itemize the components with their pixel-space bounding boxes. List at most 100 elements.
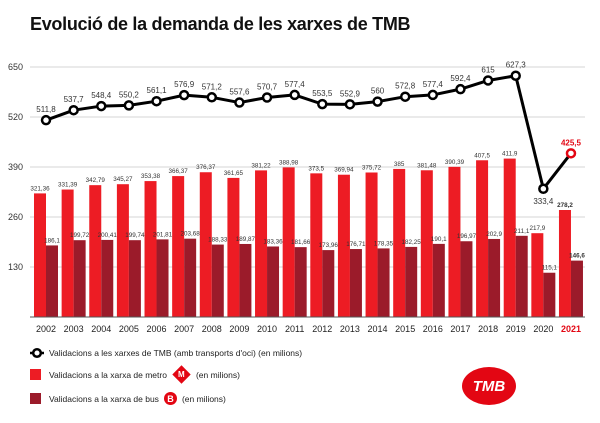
bus-value-label: 146,6 xyxy=(569,253,585,260)
total-value-label: 548,4 xyxy=(91,91,112,100)
bus-value-label: 183,36 xyxy=(263,238,283,245)
x-tick-label: 2017 xyxy=(450,324,470,334)
total-point xyxy=(261,92,273,103)
total-value-label: 425,5 xyxy=(561,138,582,147)
bus-bar xyxy=(101,239,114,317)
metro-value-label: 407,5 xyxy=(474,152,490,159)
metro-bar xyxy=(116,184,129,317)
x-tick-label: 2009 xyxy=(229,324,249,334)
total-value-label: 592,4 xyxy=(450,74,471,83)
bus-bar xyxy=(460,241,473,317)
metro-value-label: 388,98 xyxy=(279,159,299,166)
x-tick-label: 2006 xyxy=(147,324,167,334)
total-point xyxy=(427,89,439,101)
x-tick-label: 2008 xyxy=(202,324,222,334)
metro-bar xyxy=(61,189,74,317)
bus-value-label: 201,81 xyxy=(153,231,173,238)
bus-bar xyxy=(46,245,58,317)
total-point xyxy=(289,89,300,101)
total-value-label: 577,4 xyxy=(423,80,444,89)
metro-bar xyxy=(227,177,240,317)
bus-value-label: 173,96 xyxy=(319,242,339,249)
legend-label-bus: Validacions a la xarxa de bus xyxy=(49,393,159,404)
bus-logo-icon: B xyxy=(163,392,177,405)
total-point xyxy=(206,92,218,103)
x-tick-label: 2012 xyxy=(312,324,332,334)
metro-bar xyxy=(365,172,378,317)
metro-value-label: 385 xyxy=(394,161,405,168)
total-point xyxy=(178,89,190,101)
legend-item-bus: Validacions a la xarxa de bus B (en mili… xyxy=(30,392,226,405)
metro-value-label: 321,36 xyxy=(30,185,50,192)
metro-bar xyxy=(255,170,268,317)
legend-swatch-bus xyxy=(30,393,41,404)
total-point xyxy=(151,95,162,107)
bus-value-label: 176,71 xyxy=(346,241,366,248)
x-tick-label: 2015 xyxy=(395,324,415,334)
metro-value-label: 411,9 xyxy=(502,151,518,158)
legend-item-metro: Validacions a la xarxa de metro M (en mi… xyxy=(30,365,240,384)
total-value-label: 552,9 xyxy=(340,89,361,98)
metro-bar xyxy=(531,233,544,317)
chart-svg: 650 520 390 260 130 321,36 186,1 2002 331,39 199,… xyxy=(8,61,585,334)
metro-value-label: 217,9 xyxy=(529,225,545,232)
metro-value-label: 331,39 xyxy=(58,182,78,189)
chart-title: Evolució de la demanda de les xarxes de … xyxy=(30,14,411,34)
metro-value-label: 390,39 xyxy=(445,159,465,166)
total-point xyxy=(538,183,549,195)
x-tick-label: 2013 xyxy=(340,324,360,334)
total-value-label: 550,2 xyxy=(119,90,140,99)
bus-value-label: 199,74 xyxy=(125,232,145,239)
x-tick-label: 2016 xyxy=(423,324,443,334)
metro-bar xyxy=(172,176,185,317)
metro-value-label: 345,27 xyxy=(113,176,133,183)
metro-value-label: 381,48 xyxy=(417,162,437,169)
x-tick-label: 2019 xyxy=(506,324,526,334)
bus-bar xyxy=(377,248,390,317)
bus-bar xyxy=(239,243,252,317)
total-value-label: 560 xyxy=(371,87,385,96)
metro-logo-icon: M xyxy=(172,365,191,384)
total-value-label: 537,7 xyxy=(64,95,85,104)
bus-bar xyxy=(515,235,528,317)
bus-value-label: 199,72 xyxy=(70,232,90,239)
legend-item-line: Validacions a les xarxes de TMB (amb tra… xyxy=(30,347,302,359)
total-point xyxy=(96,100,107,112)
total-point xyxy=(399,91,411,102)
total-point xyxy=(123,100,135,111)
metro-bar xyxy=(448,166,461,317)
metro-value-label: 366,37 xyxy=(169,168,189,175)
metro-bar xyxy=(476,160,489,317)
total-point xyxy=(565,148,577,159)
y-tick-label: 650 xyxy=(8,62,23,72)
total-point xyxy=(40,114,52,126)
total-value-label: 511,8 xyxy=(36,105,56,114)
bus-bar xyxy=(570,260,583,317)
x-tick-label: 2007 xyxy=(174,324,194,334)
bus-value-label: 196,97 xyxy=(457,233,477,240)
total-point xyxy=(372,96,383,107)
legend-label-line: Validacions a les xarxes de TMB (amb tra… xyxy=(49,348,303,358)
metro-bar xyxy=(144,181,157,317)
bus-bar xyxy=(432,243,445,317)
legend-line-marker-icon xyxy=(30,347,44,359)
legend-label-metro: Validacions a la xarxa de metro xyxy=(49,369,167,380)
bus-value-label: 200,41 xyxy=(98,232,118,239)
total-value-label: 553,5 xyxy=(312,89,333,98)
metro-bar xyxy=(310,173,323,317)
bus-value-label: 190,1 xyxy=(431,236,447,243)
metro-bar xyxy=(503,158,516,317)
y-tick-label: 520 xyxy=(8,112,23,122)
metro-value-label: 376,37 xyxy=(196,164,216,171)
metro-bar xyxy=(282,167,295,317)
bus-bar xyxy=(543,272,556,317)
bus-bar xyxy=(488,238,501,317)
total-point xyxy=(455,83,466,95)
x-tick-label: 2014 xyxy=(368,324,388,334)
x-tick-label: 2004 xyxy=(91,324,111,334)
total-value-label: 627,3 xyxy=(506,61,527,70)
y-tick-label: 260 xyxy=(8,212,23,222)
bus-bar xyxy=(73,240,86,317)
metro-value-label: 342,79 xyxy=(86,177,106,184)
metro-value-label: 369,94 xyxy=(334,167,354,174)
